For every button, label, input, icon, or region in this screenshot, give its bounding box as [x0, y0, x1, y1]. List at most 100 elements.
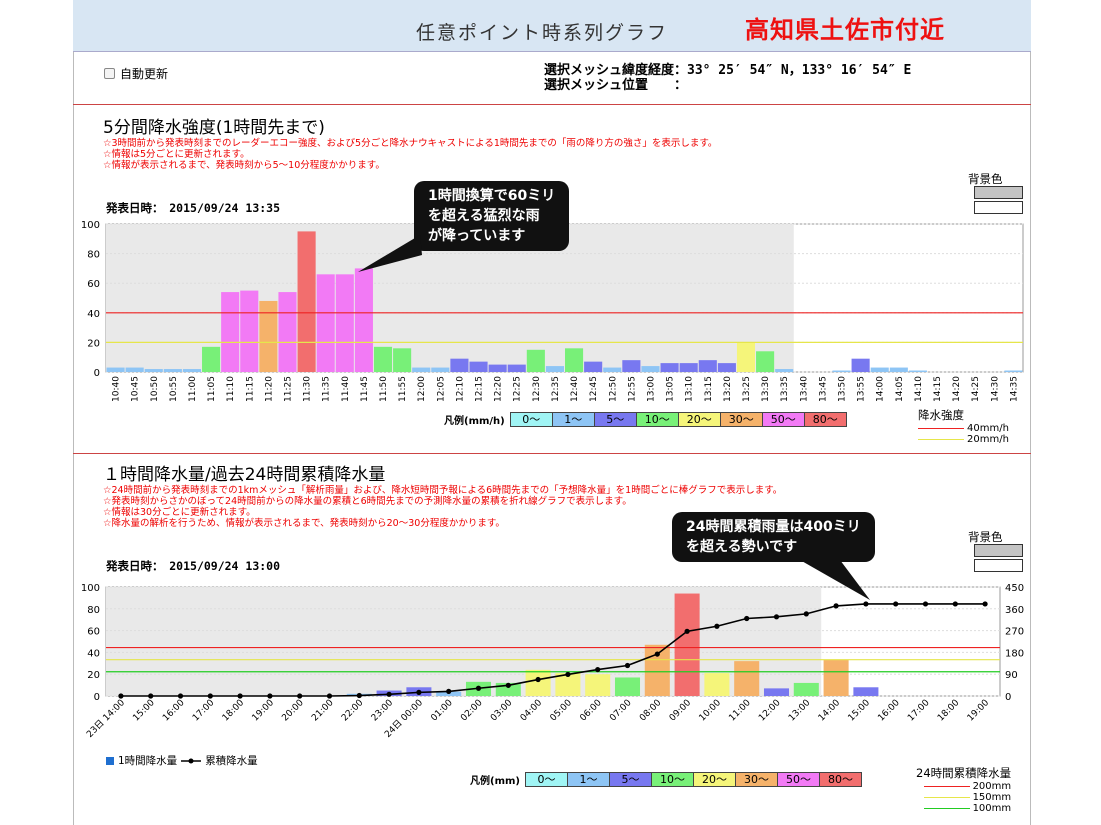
line-key-item: 40mm/h	[967, 423, 1009, 434]
bar-series-swatch	[106, 756, 114, 765]
callout-pointer	[800, 560, 870, 600]
note-line: ☆発表時刻からさかのぼって24時間前からの降水量の累積と6時間先までの予測降水量…	[103, 496, 632, 507]
x-tick-label: 06:00	[578, 698, 604, 724]
legend-cell: 30～	[734, 772, 778, 787]
y-tick-label: 80	[87, 605, 100, 616]
bar	[889, 367, 908, 372]
mesh-position: 選択メッシュ位置 ：	[544, 78, 688, 93]
section2-line-key: 24時間累積降水量 200mm 150mm 100mm	[916, 767, 1011, 814]
section2-title: １時間降水量/過去24時間累積降水量	[103, 465, 386, 485]
x-tick-label: 11:30	[303, 376, 313, 402]
location-title: 高知県土佐市付近	[745, 16, 945, 44]
legend-label: 凡例(mm/h)	[444, 416, 505, 427]
y2-tick-label: 90	[1005, 670, 1018, 681]
accum-point	[475, 685, 482, 691]
x-tick-label: 12:15	[475, 376, 485, 402]
x-tick-label: 15:00	[131, 698, 157, 724]
accum-point	[326, 693, 333, 699]
bar	[603, 367, 622, 372]
accum-point	[207, 693, 213, 699]
accum-point	[714, 623, 720, 629]
x-tick-label: 11:45	[360, 376, 370, 402]
x-tick-label: 04:00	[519, 698, 545, 724]
bar	[335, 274, 354, 372]
bar	[259, 300, 278, 372]
x-tick-label: 13:05	[666, 376, 676, 402]
bar	[163, 369, 182, 372]
bar	[565, 348, 584, 372]
auto-update-checkbox[interactable]	[104, 68, 115, 79]
bar	[853, 687, 879, 696]
bg-swatch-forecast	[974, 201, 1023, 214]
bar	[125, 367, 144, 372]
bar-series-label: 1時間降水量	[118, 755, 178, 767]
y-tick-label: 40	[87, 648, 100, 659]
mesh-latlon: 選択メッシュ緯度経度：33° 25′ 54″ N，133° 16′ 54″ E	[544, 63, 912, 78]
x-tick-label: 12:50	[608, 376, 618, 402]
bar	[555, 673, 581, 696]
callout-line: を超える猛烈な雨	[428, 208, 540, 224]
x-tick-label: 12:40	[570, 376, 580, 402]
bar	[679, 363, 698, 372]
x-tick-label: 14:00	[817, 698, 843, 724]
note-line: ☆情報が表示されるまで、発表時刻から5～10分程度かかります。	[103, 160, 385, 171]
y2-tick-label: 0	[1005, 692, 1011, 703]
bar	[545, 366, 564, 372]
accum-point	[654, 651, 660, 657]
x-tick-label: 12:00	[417, 376, 427, 402]
x-tick-label: 07:00	[608, 698, 634, 724]
x-tick-label: 18:00	[936, 698, 962, 724]
bar	[660, 363, 679, 372]
note-line: ☆24時間前から発表時刻までの1kmメッシュ「解析雨量」および、降水短時間予報に…	[103, 485, 783, 496]
actual-background	[106, 587, 822, 696]
accum-point	[446, 688, 452, 694]
x-tick-label: 11:25	[283, 376, 293, 402]
bar	[763, 688, 790, 696]
accum-point	[922, 601, 929, 607]
y-tick-label: 60	[87, 627, 100, 638]
legend-cell: 10～	[650, 772, 694, 787]
auto-update-label: 自動更新	[120, 67, 169, 81]
accum-point	[386, 691, 392, 697]
auto-update-toggle[interactable]: 自動更新	[104, 65, 168, 82]
x-tick-label: 13:45	[818, 376, 828, 402]
bar	[1004, 370, 1023, 372]
bar	[736, 342, 756, 372]
accum-point	[267, 693, 273, 699]
x-tick-label: 01:00	[429, 698, 455, 724]
x-tick-label: 12:05	[436, 376, 446, 402]
bar	[221, 292, 240, 372]
y-tick-label: 80	[87, 250, 100, 261]
bar	[450, 358, 469, 372]
bar	[431, 367, 450, 372]
x-tick-label: 12:25	[513, 376, 523, 402]
accum-point	[565, 671, 571, 678]
legend-label: 凡例(mm)	[470, 776, 520, 787]
accum-point	[297, 693, 303, 699]
x-tick-label: 12:35	[551, 376, 561, 402]
callout-line: が降っています	[428, 228, 526, 244]
legend-cell: 20～	[692, 772, 736, 787]
accum-point	[624, 662, 631, 669]
legend-cell: 1～	[551, 412, 595, 427]
x-tick-label: 10:40	[112, 376, 122, 402]
accum-point	[952, 601, 958, 607]
callout-line: を超える勢いです	[686, 539, 798, 555]
bar	[182, 369, 202, 372]
y-tick-label: 20	[87, 670, 100, 681]
x-tick-label: 23:00	[370, 698, 396, 724]
x-tick-label: 13:00	[787, 698, 813, 724]
bg-key-title: 背景色	[968, 530, 1003, 544]
divider	[73, 453, 1031, 454]
x-tick-label: 11:00	[727, 698, 753, 724]
section2-issued: 発表日時： 2015/09/24 13:00	[106, 559, 281, 573]
page-title: 任意ポイント時系列グラフ	[416, 22, 669, 44]
x-tick-label: 12:20	[494, 376, 504, 402]
x-tick-label: 21:00	[310, 698, 336, 724]
x-tick-label: 16:00	[876, 698, 902, 724]
header-bar: 任意ポイント時系列グラフ 高知県土佐市付近	[73, 0, 1031, 52]
bar	[641, 366, 660, 372]
x-tick-label: 13:00	[646, 376, 656, 402]
x-tick-label: 11:05	[207, 376, 217, 402]
x-tick-label: 13:20	[723, 376, 733, 402]
